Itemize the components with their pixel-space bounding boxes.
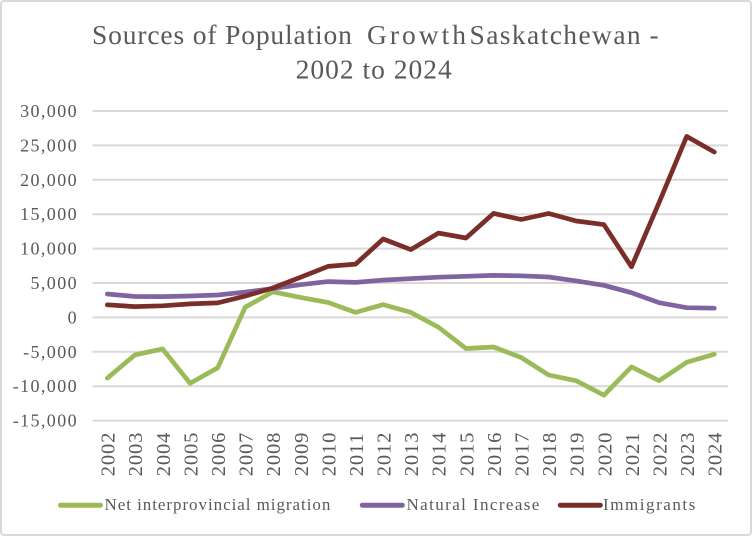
svg-text:2022: 2022 (649, 432, 671, 477)
svg-text:2019: 2019 (567, 432, 589, 477)
svg-text:2023: 2023 (677, 432, 699, 477)
svg-text:2011: 2011 (346, 432, 368, 476)
svg-text:2003: 2003 (125, 432, 147, 477)
svg-text:2018: 2018 (539, 432, 561, 477)
svg-text:30,000: 30,000 (20, 101, 78, 121)
svg-text:2014: 2014 (429, 432, 451, 477)
svg-text:2024: 2024 (705, 432, 727, 477)
svg-text:-15,000: -15,000 (13, 411, 78, 431)
svg-text:-: - (650, 19, 659, 50)
svg-text:-10,000: -10,000 (13, 376, 78, 396)
svg-text:2004: 2004 (153, 432, 175, 477)
svg-text:5,000: 5,000 (31, 273, 79, 293)
svg-text:2009: 2009 (291, 432, 313, 477)
svg-text:2007: 2007 (236, 432, 258, 477)
svg-text:2012: 2012 (374, 432, 396, 477)
svg-text:Sources of Population: Sources of Population (92, 19, 353, 50)
svg-text:Growth: Growth (367, 19, 469, 50)
svg-text:2002: 2002 (98, 432, 120, 477)
svg-text:2013: 2013 (401, 432, 423, 477)
svg-text:25,000: 25,000 (20, 135, 78, 155)
svg-text:Immigrants: Immigrants (603, 495, 697, 514)
svg-text:2008: 2008 (263, 432, 285, 477)
svg-text:2005: 2005 (180, 432, 202, 477)
svg-text:Net interprovincial migration: Net interprovincial migration (105, 495, 332, 514)
svg-text:2020: 2020 (594, 432, 616, 477)
svg-text:2006: 2006 (208, 432, 230, 477)
svg-text:-5,000: -5,000 (23, 342, 78, 362)
svg-text:2016: 2016 (484, 432, 506, 477)
svg-text:2021: 2021 (622, 432, 644, 477)
svg-text:10,000: 10,000 (20, 239, 78, 259)
svg-text:Saskatchewan: Saskatchewan (470, 19, 643, 50)
svg-text:2015: 2015 (456, 432, 478, 477)
svg-text:2010: 2010 (318, 432, 340, 477)
svg-text:0: 0 (68, 307, 78, 327)
svg-text:15,000: 15,000 (20, 204, 78, 224)
svg-text:20,000: 20,000 (20, 170, 78, 190)
svg-text:2002 to 2024: 2002 to 2024 (296, 54, 453, 85)
svg-text:Natural Increase: Natural Increase (407, 495, 541, 514)
svg-text:2017: 2017 (512, 432, 534, 477)
